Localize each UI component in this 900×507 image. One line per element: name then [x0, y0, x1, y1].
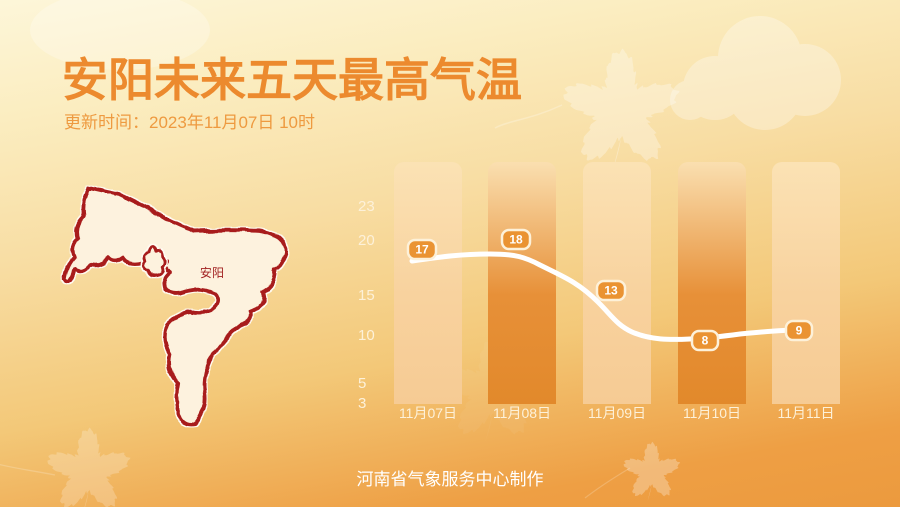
svg-text:3: 3	[358, 395, 366, 412]
svg-text:23: 23	[358, 198, 375, 215]
svg-text:11月11日: 11月11日	[777, 405, 834, 421]
svg-text:5: 5	[358, 375, 366, 392]
svg-text:9: 9	[796, 324, 803, 338]
svg-text:20: 20	[358, 232, 375, 249]
svg-text:11月09日: 11月09日	[588, 405, 646, 421]
svg-text:11月07日: 11月07日	[399, 405, 457, 421]
svg-text:8: 8	[702, 334, 709, 348]
svg-text:11月08日: 11月08日	[493, 405, 551, 421]
svg-text:17: 17	[415, 243, 429, 257]
svg-text:10: 10	[358, 327, 375, 344]
svg-text:11月10日: 11月10日	[683, 405, 741, 421]
svg-text:13: 13	[604, 284, 618, 298]
svg-text:15: 15	[358, 287, 375, 304]
svg-text:18: 18	[509, 233, 523, 247]
